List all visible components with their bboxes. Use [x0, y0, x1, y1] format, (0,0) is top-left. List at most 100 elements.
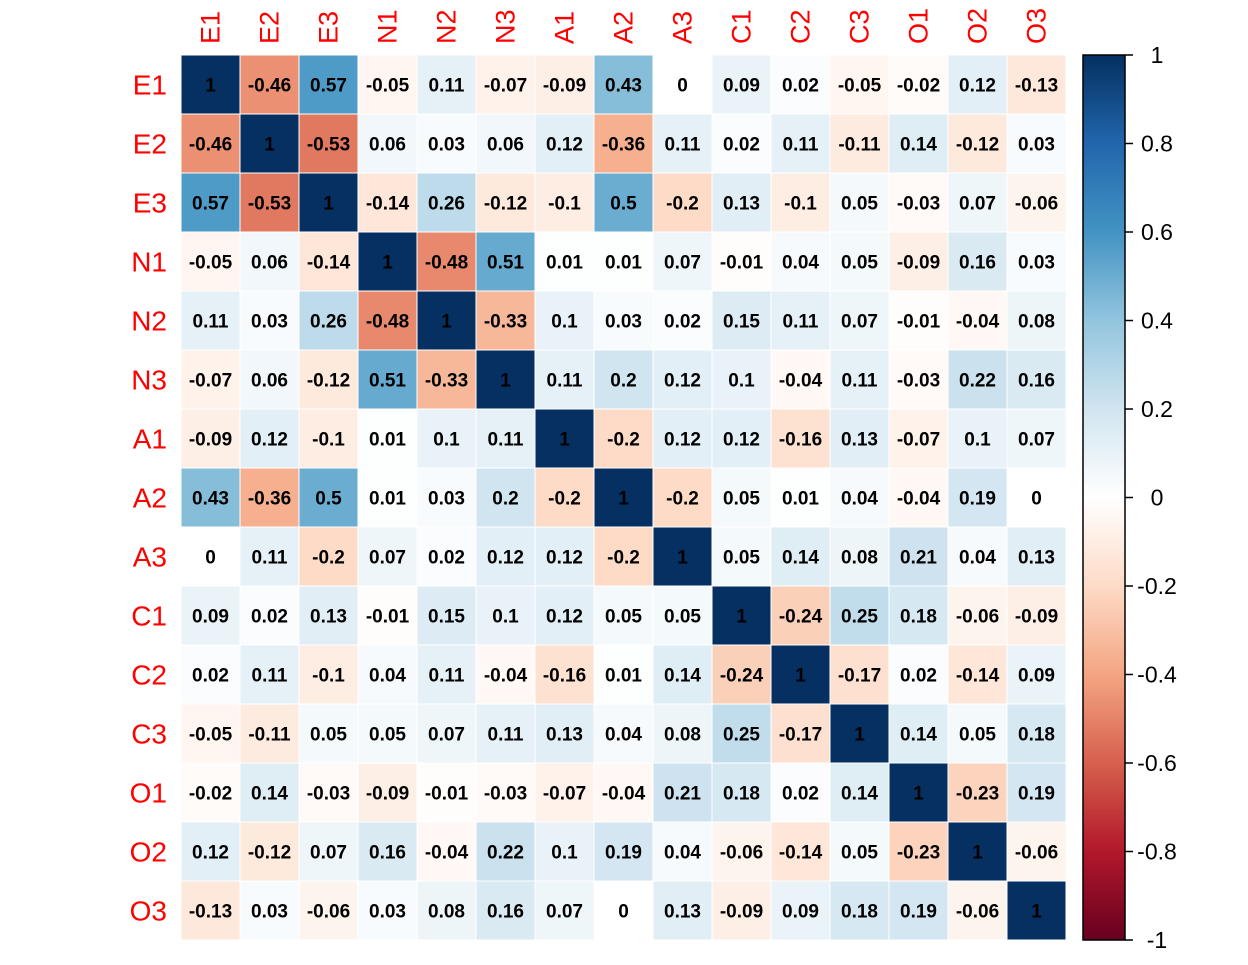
heatmap-cell [830, 645, 889, 704]
heatmap-cell [771, 55, 830, 114]
heatmap-cell [358, 881, 417, 940]
column-label: E1 [196, 11, 226, 44]
cell-value-label: 0.51 [369, 371, 406, 392]
heatmap-cell [1007, 822, 1066, 881]
heatmap-cell [771, 822, 830, 881]
cell-value-label: -0.2 [312, 548, 345, 569]
heatmap-cell [535, 114, 594, 173]
cell-value-label: 0.03 [251, 312, 288, 333]
cell-value-label: 0.18 [1018, 725, 1055, 746]
cell-value-label: 0.07 [428, 725, 465, 746]
cell-value-label: 0.05 [723, 548, 760, 569]
cell-value-label: 0.14 [782, 548, 819, 569]
cell-value-label: 0.04 [841, 489, 878, 510]
heatmap-cell [948, 586, 1007, 645]
heatmap-cell [240, 468, 299, 527]
cell-value-label: 0.12 [251, 430, 288, 451]
heatmap-cell [476, 468, 535, 527]
cell-value-label: 0.04 [782, 253, 819, 274]
cell-value-label: -0.1 [548, 194, 581, 215]
cell-value-label: 0.02 [782, 76, 819, 97]
heatmap-cell [712, 291, 771, 350]
cell-value-label: -0.33 [425, 371, 468, 392]
heatmap-cell [653, 763, 712, 822]
cell-value-label: 0.13 [723, 194, 760, 215]
row-label: C1 [131, 601, 167, 632]
cell-value-label: -0.2 [666, 489, 699, 510]
heatmap-cell [240, 232, 299, 291]
heatmap-cell [181, 291, 240, 350]
row-label: O3 [130, 896, 167, 927]
colorbar-tick-label: 0.2 [1141, 396, 1173, 422]
cell-value-label: 0.51 [487, 253, 524, 274]
heatmap-cells [181, 55, 1066, 940]
cell-value-label: -0.48 [366, 312, 409, 333]
cell-value-label: -0.23 [897, 843, 940, 864]
heatmap-cell [712, 350, 771, 409]
cell-value-label: 0.03 [428, 489, 465, 510]
colorbar-tick-label: 1 [1151, 42, 1164, 68]
cell-value-label: 0.12 [664, 371, 701, 392]
cell-value-label: 0.07 [664, 253, 701, 274]
heatmap-cell [535, 291, 594, 350]
heatmap-cell [594, 350, 653, 409]
cell-value-label: -0.05 [838, 76, 882, 97]
column-labels: E1 E2 E3 N1 N2 N3 A1 A2 A3 C1 C2 C3 O1 O2 O3 [196, 8, 1052, 44]
heatmap-cell [299, 114, 358, 173]
colorbar-tick-label: 0.8 [1141, 131, 1173, 157]
heatmap-cell [417, 468, 476, 527]
column-label: N3 [491, 9, 521, 44]
heatmap-cell [535, 55, 594, 114]
cell-value-label: 0.07 [369, 548, 406, 569]
cell-value-label: 0.01 [782, 489, 819, 510]
heatmap-cell [712, 645, 771, 704]
cell-value-label: 1 [1031, 902, 1042, 923]
heatmap-cell [830, 468, 889, 527]
heatmap-cell [594, 881, 653, 940]
cell-value-label: 0.05 [723, 489, 760, 510]
heatmap-cell [594, 763, 653, 822]
cell-value-label: 0.57 [310, 76, 347, 97]
cell-value-label: 0.07 [1018, 430, 1055, 451]
heatmap-cell [240, 586, 299, 645]
heatmap-cell [181, 586, 240, 645]
heatmap-cell [594, 468, 653, 527]
heatmap-cell [830, 527, 889, 586]
cell-value-label: 0.18 [723, 784, 760, 805]
cell-value-label: 1 [618, 489, 629, 510]
heatmap-cell [358, 468, 417, 527]
cell-value-label: -0.01 [720, 253, 764, 274]
heatmap-cell [771, 409, 830, 468]
cell-value-label: -0.24 [779, 607, 823, 628]
heatmap-cell [535, 350, 594, 409]
heatmap-cell [594, 586, 653, 645]
cell-value-label: 0.19 [959, 489, 996, 510]
cell-value-label: -0.07 [484, 76, 527, 97]
heatmap-cell [358, 114, 417, 173]
heatmap-cell [889, 350, 948, 409]
heatmap-cell [476, 173, 535, 232]
cell-value-label: 1 [441, 312, 452, 333]
cell-value-label: 0.5 [610, 194, 637, 215]
heatmap-cell [594, 114, 653, 173]
heatmap-cell [1007, 55, 1066, 114]
cell-value-label: 0.57 [192, 194, 229, 215]
heatmap-cell [830, 291, 889, 350]
cell-value-label: 1 [323, 194, 334, 215]
heatmap-cell [417, 409, 476, 468]
heatmap-cell [948, 881, 1007, 940]
row-label: C2 [131, 660, 167, 691]
cell-value-label: 0.11 [547, 371, 583, 392]
cell-value-label: 0.03 [369, 902, 406, 923]
heatmap-cell [771, 586, 830, 645]
heatmap-cell [712, 173, 771, 232]
heatmap-cell [653, 291, 712, 350]
heatmap-cell [299, 409, 358, 468]
colorbar: 1 0.8 0.6 0.4 0.2 0 -0.2 -0.4 -0.6 -0.8 -1 [1082, 42, 1177, 953]
cell-value-labels: 1 -0.46 0.57 -0.05 0.11 -0.07 -0.09 0.43 0 0.09 0.… [189, 76, 1058, 923]
heatmap-cell [1007, 704, 1066, 763]
cell-value-label: 0.11 [429, 76, 465, 97]
heatmap-cell [358, 822, 417, 881]
cell-value-label: -0.05 [189, 253, 233, 274]
heatmap-cell [535, 822, 594, 881]
